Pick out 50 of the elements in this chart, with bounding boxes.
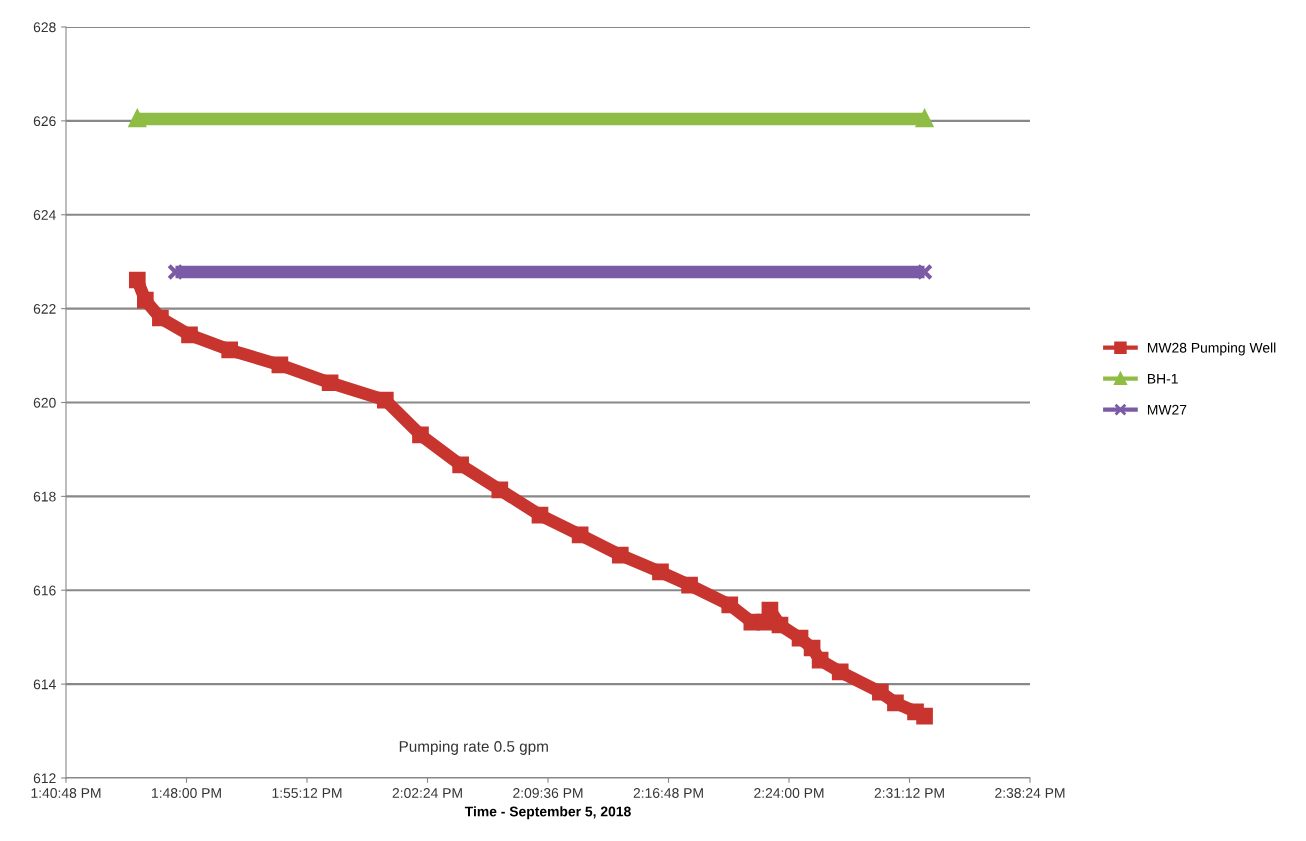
point [152, 309, 169, 327]
x-tick-label: 2:31:12 PM [874, 788, 944, 798]
y-tick-label: 614 [33, 679, 56, 690]
legend-label: MW27 [1147, 404, 1187, 415]
point [491, 481, 509, 499]
y-tick-label: 624 [33, 210, 56, 220]
x-tick-label: 2:38:24 PM [995, 788, 1065, 798]
point [136, 291, 154, 309]
x-tick-label: 1:55:12 PM [272, 788, 342, 798]
point [771, 616, 789, 634]
point [811, 651, 829, 669]
point [611, 546, 629, 564]
point [452, 456, 469, 474]
point [221, 341, 239, 359]
point [271, 356, 289, 374]
legend-label: BH-1 [1147, 374, 1178, 384]
point [831, 663, 849, 681]
legend-label: MW28 Pumping Well [1147, 342, 1276, 356]
x-tick-label: 2:16:48 PM [633, 788, 703, 798]
point [181, 326, 198, 344]
point [652, 563, 669, 581]
point [376, 391, 394, 409]
point [167, 263, 184, 281]
point [915, 108, 934, 128]
x-tick-label: 1:40:48 PM [31, 788, 101, 798]
x-tick-label: 2:09:36 PM [513, 788, 583, 798]
point [412, 426, 429, 444]
point [531, 506, 549, 524]
point [127, 108, 147, 128]
y-tick-label: 628 [33, 22, 56, 33]
x-tick-label: 2:02:24 PM [392, 788, 462, 798]
x-tick-label: 1:48:00 PM [152, 788, 221, 798]
y-tick-label: 620 [33, 397, 56, 408]
point [887, 694, 904, 712]
point [916, 707, 933, 725]
point [571, 526, 589, 544]
point [321, 374, 339, 392]
point [128, 271, 146, 289]
point [681, 576, 698, 594]
x-tick-label: 2:24:00 PM [754, 788, 824, 798]
point [721, 596, 739, 614]
point [916, 263, 933, 281]
y-tick-label: 612 [33, 773, 56, 784]
y-tick-label: 618 [33, 491, 56, 502]
y-tick-label: 616 [33, 585, 56, 596]
x-axis-title: Time - September 5, 2018 [464, 806, 631, 820]
y-tick-label: 622 [33, 303, 56, 314]
y-tick-label: 626 [33, 116, 56, 127]
annotation: Pumping rate 0.5 gpm [399, 740, 548, 755]
point [872, 683, 889, 701]
